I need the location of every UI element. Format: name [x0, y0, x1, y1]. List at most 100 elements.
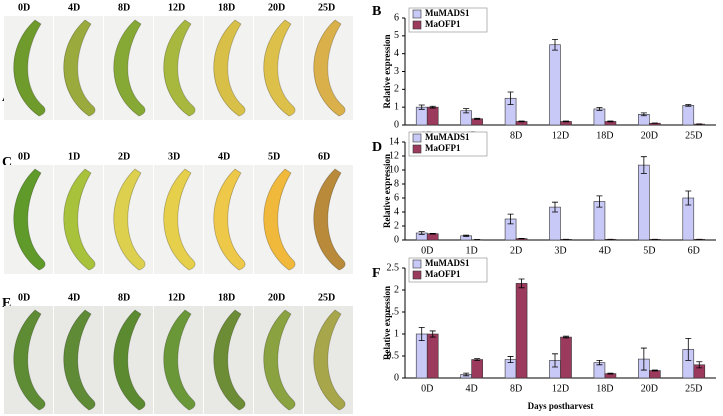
banana [313, 168, 346, 271]
legend-swatch [412, 133, 422, 143]
banana [313, 19, 346, 117]
bar [426, 106, 439, 126]
x-tick-label: 25D [685, 130, 702, 141]
day-label: 2D [118, 151, 130, 162]
y-tick-label: 2 [394, 84, 399, 95]
bar [415, 106, 428, 126]
y-tick-label: 6 [394, 12, 399, 23]
panel-letter: D [372, 140, 382, 155]
legend-box [408, 7, 488, 33]
error-bar [563, 335, 569, 339]
y-tick-label: 0.5 [387, 350, 400, 361]
y-tick-label: 0 [394, 372, 399, 383]
x-tick-label: 0D [421, 245, 433, 256]
y-tick-label: 4 [394, 206, 399, 217]
panel-letter: B [372, 4, 381, 19]
error-bar [463, 108, 470, 114]
banana [263, 168, 296, 271]
error-bar [563, 120, 569, 123]
bar [638, 164, 650, 241]
error-bar [474, 117, 481, 120]
error-bar [429, 232, 436, 235]
y-tick-label: 2.5 [387, 262, 400, 273]
error-bar [552, 39, 558, 51]
y-axis-label: Relative expression [382, 154, 392, 228]
error-bar [640, 347, 647, 371]
error-bar [507, 356, 514, 363]
x-tick-label: 0D [421, 383, 433, 394]
y-tick-label: 14 [389, 136, 399, 147]
x-tick-label: 18D [596, 383, 613, 394]
x-tick-label: 6D [688, 245, 700, 256]
day-label: 0D [18, 2, 30, 13]
x-tick-label: 5D [643, 245, 655, 256]
legend-swatch [412, 20, 422, 30]
bar [649, 370, 661, 379]
banana [263, 19, 296, 117]
bar [515, 283, 528, 379]
error-bar [418, 104, 425, 110]
day-label: 12D [168, 292, 185, 303]
error-bar [429, 330, 436, 338]
banana [113, 168, 146, 271]
x-axis-label: Days postharvest [528, 401, 594, 411]
banana [13, 309, 46, 411]
error-bar [596, 360, 603, 366]
bar [471, 359, 483, 379]
banana [213, 19, 246, 117]
legend-label: MaOFP1 [425, 19, 461, 29]
day-label: 18D [218, 292, 235, 303]
day-label: 3D [168, 151, 180, 162]
error-bar [463, 372, 470, 377]
panel-letter: F [372, 266, 381, 281]
error-bar [552, 201, 558, 213]
y-tick-label: 10 [389, 164, 399, 175]
y-tick-label: 0 [394, 119, 399, 130]
legend-box [408, 257, 488, 283]
day-label: 4D [68, 292, 80, 303]
bar [682, 105, 695, 126]
banana [113, 19, 146, 117]
y-tick-label: 2 [394, 284, 399, 295]
x-tick-label: 12D [552, 383, 569, 394]
y-tick-label: 12 [389, 150, 399, 161]
bar [560, 336, 572, 379]
y-tick-label: 1 [394, 328, 399, 339]
error-bar [507, 213, 514, 225]
banana [313, 309, 346, 411]
banana [263, 309, 296, 411]
x-tick-label: 3D [554, 245, 566, 256]
banana [63, 19, 96, 117]
bar [426, 233, 439, 241]
day-label: 0D [18, 151, 30, 162]
legend-label: MaOFP1 [425, 143, 461, 153]
legend-label: MuMADS1 [425, 8, 470, 18]
banana [13, 168, 46, 271]
x-tick-label: 8D [510, 383, 522, 394]
y-tick-label: 4 [394, 48, 399, 59]
y-tick-label: 6 [394, 192, 399, 203]
day-label: 25D [318, 292, 335, 303]
error-bar [685, 104, 692, 107]
error-bar [640, 156, 647, 174]
legend-swatch [412, 9, 422, 19]
day-label: 5D [268, 151, 280, 162]
day-label: 4D [218, 151, 230, 162]
y-axis-label: Relative expression [382, 286, 392, 360]
y-tick-label: 3 [394, 66, 399, 77]
x-tick-label: 20D [641, 130, 658, 141]
x-tick-label: 25D [685, 383, 702, 394]
error-bar [685, 190, 692, 206]
error-bar [463, 234, 470, 237]
banana [213, 168, 246, 271]
bar [426, 333, 439, 379]
x-tick-label: 4D [466, 383, 478, 394]
bar [471, 118, 483, 126]
y-tick-label: 1.5 [387, 306, 400, 317]
error-bar [651, 369, 658, 372]
day-label: 18D [218, 2, 235, 13]
day-label: 8D [118, 2, 130, 13]
error-bar [418, 327, 425, 341]
error-bar [474, 358, 481, 361]
